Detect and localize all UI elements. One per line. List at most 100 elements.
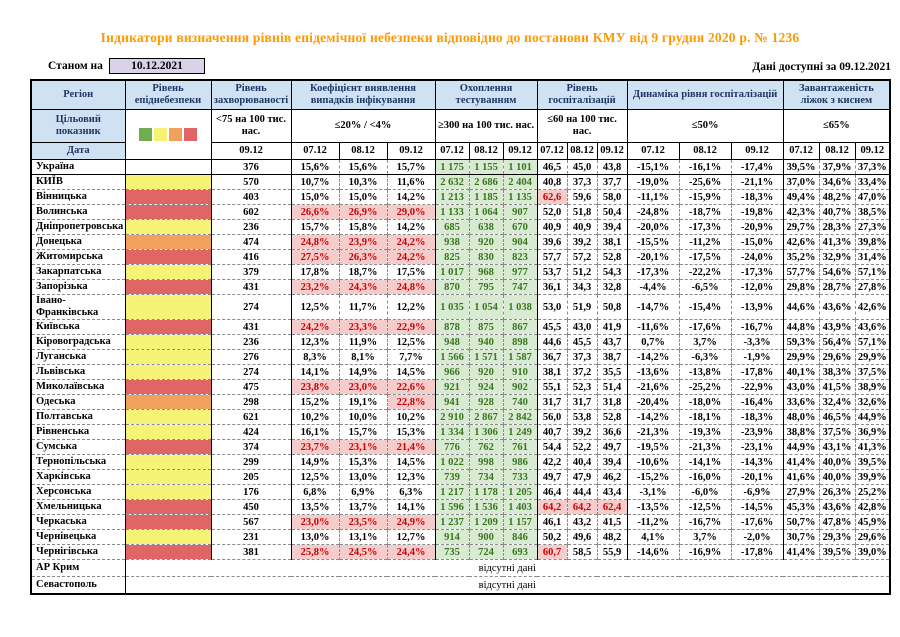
beds-value: 50,7% xyxy=(782,514,820,530)
hospitalization-value: 54,4 xyxy=(536,439,568,455)
epidemic-level-cell xyxy=(124,189,211,205)
testing-value: 966 xyxy=(434,364,470,380)
region-name: Волинська xyxy=(30,204,125,220)
date-row-label: Дата xyxy=(30,142,126,160)
testing-value: 924 xyxy=(468,379,504,395)
region-name: Хмельницька xyxy=(30,499,125,515)
epidemic-level-cell xyxy=(124,219,211,235)
incidence-value: 379 xyxy=(210,264,291,280)
incidence-value: 299 xyxy=(210,454,291,470)
beds-value: 32,4% xyxy=(818,394,856,410)
detection-value: 15,7% xyxy=(290,219,339,235)
beds-value: 25,2% xyxy=(854,484,891,500)
incidence-value: 416 xyxy=(210,249,291,265)
epidemic-level-cell xyxy=(124,454,211,470)
detection-value: 15,7% xyxy=(338,424,387,440)
testing-value: 1 101 xyxy=(502,159,538,175)
detection-value: 15,7% xyxy=(386,159,436,175)
beds-value: 42,3% xyxy=(782,204,820,220)
beds-value: 40,0% xyxy=(818,469,856,485)
beds-value: 38,5% xyxy=(854,204,891,220)
beds-value: 29,3% xyxy=(818,529,856,545)
beds-value: 56,4% xyxy=(818,334,856,350)
table-row: Харківська 205 12,5% 13,0% 12,3% 739 734 733 49,… xyxy=(30,469,891,485)
testing-value: 747 xyxy=(502,279,538,295)
incidence-value: 236 xyxy=(210,219,291,235)
detection-value: 24,8% xyxy=(290,234,339,250)
col-header-testing-coverage: Охоплення тестуванням xyxy=(434,79,538,110)
dynamics-value: -15,9% xyxy=(678,189,732,205)
hospitalization-value: 43,4 xyxy=(596,484,628,500)
beds-value: 46,5% xyxy=(818,409,856,425)
beds-value: 33,4% xyxy=(854,174,891,190)
beds-value: 45,3% xyxy=(782,499,820,515)
testing-value: 1 133 xyxy=(434,204,470,220)
dynamics-value: -6,9% xyxy=(730,484,784,500)
dynamics-value: -17,6% xyxy=(730,514,784,530)
date-header: 07.12 xyxy=(536,142,568,160)
hospitalization-value: 55,1 xyxy=(536,379,568,395)
beds-value: 41,6% xyxy=(782,469,820,485)
detection-value: 14,5% xyxy=(386,364,436,380)
beds-value: 47,0% xyxy=(854,189,891,205)
testing-value: 1 334 xyxy=(434,424,470,440)
testing-value: 878 xyxy=(434,319,470,335)
detection-value: 23,7% xyxy=(290,439,339,455)
hospitalization-value: 41,9 xyxy=(596,319,628,335)
hospitalization-value: 48,2 xyxy=(596,529,628,545)
beds-value: 49,4% xyxy=(782,189,820,205)
as-of-block: Станом на 10.12.2021 xyxy=(48,58,205,74)
testing-value: 670 xyxy=(502,219,538,235)
col-header-epidemic-level: Рівень епіднебезпеки xyxy=(124,79,212,110)
hospitalization-value: 49,6 xyxy=(566,529,598,545)
beds-value: 39,5% xyxy=(854,454,891,470)
incidence-value: 621 xyxy=(210,409,291,425)
testing-value: 910 xyxy=(502,364,538,380)
testing-value: 1 249 xyxy=(502,424,538,440)
detection-value: 13,7% xyxy=(338,499,387,515)
hospitalization-value: 46,2 xyxy=(596,469,628,485)
testing-value: 776 xyxy=(434,439,470,455)
testing-value: 921 xyxy=(434,379,470,395)
dynamics-value: -19,5% xyxy=(626,439,680,455)
hospitalization-value: 31,8 xyxy=(596,394,628,410)
dynamics-value: -21,3% xyxy=(678,439,732,455)
incidence-value: 381 xyxy=(210,544,291,560)
hospitalization-value: 64,2 xyxy=(536,499,568,515)
hospitalization-value: 52,8 xyxy=(596,249,628,265)
table-row: Черкаська 567 23,0% 23,5% 24,9% 1 237 1 209 1 1… xyxy=(30,514,891,530)
detection-value: 23,1% xyxy=(338,439,387,455)
dynamics-value: -23,9% xyxy=(730,424,784,440)
hospitalization-value: 53,7 xyxy=(536,264,568,280)
testing-value: 1 209 xyxy=(468,514,504,530)
legend-orange-square xyxy=(169,127,182,141)
beds-value: 59,3% xyxy=(782,334,820,350)
beds-value: 39,5% xyxy=(818,544,856,560)
incidence-value: 602 xyxy=(210,204,291,220)
testing-value: 875 xyxy=(468,319,504,335)
hospitalization-value: 50,4 xyxy=(596,204,628,220)
epidemic-level-cell xyxy=(124,529,211,545)
beds-value: 35,2% xyxy=(782,249,820,265)
hospitalization-value: 43,0 xyxy=(566,319,598,335)
epidemic-level-cell xyxy=(124,279,211,295)
hospitalization-value: 46,5 xyxy=(536,159,568,175)
testing-value: 948 xyxy=(434,334,470,350)
detection-value: 26,6% xyxy=(290,204,339,220)
detection-value: 16,1% xyxy=(290,424,339,440)
as-of-date-cell[interactable]: 10.12.2021 xyxy=(108,58,205,74)
target-row-label: Цільовий показник xyxy=(30,109,126,143)
beds-value: 43,6% xyxy=(854,319,891,335)
hospitalization-value: 50,8 xyxy=(596,294,628,320)
detection-value: 23,0% xyxy=(338,379,387,395)
beds-value: 28,3% xyxy=(818,219,856,235)
dynamics-value: -18,7% xyxy=(678,204,732,220)
dynamics-value: -18,3% xyxy=(730,409,784,425)
dynamics-value: -17,3% xyxy=(730,264,784,280)
epidemic-level-cell xyxy=(124,484,211,500)
incidence-value: 431 xyxy=(210,279,291,295)
dynamics-value: -14,1% xyxy=(678,454,732,470)
detection-value: 7,7% xyxy=(386,349,436,365)
dynamics-value: -24,8% xyxy=(626,204,680,220)
beds-value: 41,5% xyxy=(818,379,856,395)
